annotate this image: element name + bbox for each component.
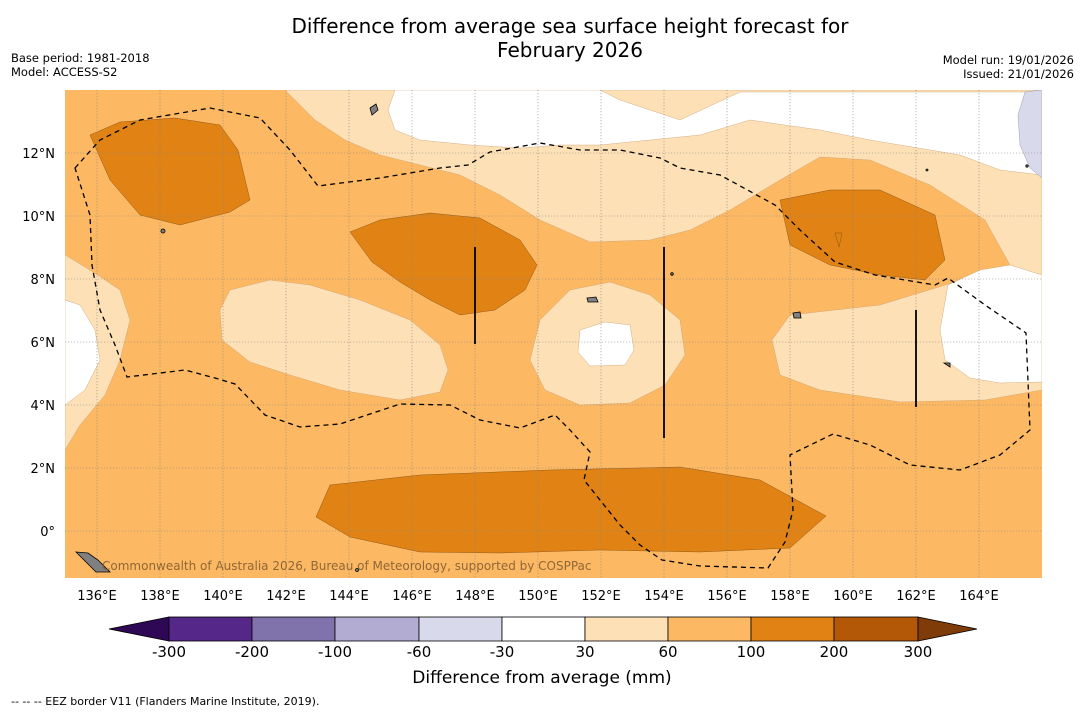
colorbar-title: Difference from average (mm) <box>412 668 672 688</box>
north-neutral <box>387 90 1042 176</box>
lat-labels: 12°N 10°N 8°N 6°N 4°N 2°N 0° <box>22 147 55 540</box>
colorbar-label: 100 <box>736 643 766 661</box>
model-run: Model run: 19/01/2026 <box>942 53 1074 67</box>
equatorial-dark-band <box>315 466 827 554</box>
colorbar-label: 60 <box>658 643 678 661</box>
small-dark-spot <box>834 232 843 248</box>
northwest-dark-patch <box>89 117 251 226</box>
lon-label: 138°E <box>140 589 180 604</box>
field-minus-30-60 <box>1017 90 1042 179</box>
colorbar-bin-m200 <box>251 616 336 642</box>
island-pohnpei <box>792 311 802 319</box>
eez-border <box>74 107 1031 569</box>
lon-label: 140°E <box>203 589 243 604</box>
island-new-guinea <box>74 551 111 573</box>
lat-label: 6°N <box>31 336 56 351</box>
islands <box>74 103 1029 573</box>
colorbar-label: 300 <box>903 643 933 661</box>
model-name: Model: ACCESS-S2 <box>11 65 118 79</box>
island-small-4 <box>355 568 359 572</box>
colorbar-bin-p30 <box>584 616 669 642</box>
graticule <box>65 90 1042 578</box>
lon-label: 164°E <box>959 589 999 604</box>
lon-label: 146°E <box>392 589 432 604</box>
colorbar-label: -300 <box>151 643 187 661</box>
field-neutral <box>65 90 1042 406</box>
lon-label: 136°E <box>77 589 117 604</box>
colorbar-bin-m300 <box>168 616 253 642</box>
island-small-2 <box>1025 164 1029 168</box>
eez-footnote: -- -- -- EEZ border V11 (Flanders Marine… <box>11 695 320 708</box>
field-100-200 <box>89 117 946 554</box>
lon-label: 144°E <box>329 589 369 604</box>
lat-label: 4°N <box>31 399 56 414</box>
lat-label: 12°N <box>22 147 55 162</box>
colorbar-label: -60 <box>406 643 432 661</box>
lat-label: 0° <box>40 525 55 540</box>
west-neutral <box>65 299 101 406</box>
colorbar-label: -200 <box>234 643 270 661</box>
lat-label: 8°N <box>31 273 56 288</box>
central-neutral <box>577 321 635 367</box>
island-chuuk <box>586 296 599 303</box>
issued-date: Issued: 21/01/2026 <box>963 67 1074 81</box>
island-kosrae <box>942 362 951 368</box>
island-small-3 <box>925 168 929 172</box>
lat-label: 10°N <box>22 210 55 225</box>
western-light-patch <box>219 279 449 401</box>
map-title: Difference from average sea surface heig… <box>0 14 1085 62</box>
colorbar-bin-m100 <box>334 616 420 642</box>
meta-right: Model run: 19/01/2026 Issued: 21/01/2026 <box>943 53 1074 81</box>
base-period: Base period: 1981-2018 <box>11 51 150 65</box>
colorbar-over-arrow <box>917 616 978 642</box>
east-dark-patch <box>779 189 946 281</box>
lon-label: 150°E <box>518 589 558 604</box>
lon-label: 152°E <box>581 589 621 604</box>
lon-label: 148°E <box>455 589 495 604</box>
colorbar-bin-p100 <box>750 616 835 642</box>
colorbar-bin-p60 <box>667 616 752 642</box>
title-line-2: February 2026 <box>497 38 643 62</box>
colorbar-label: -30 <box>489 643 515 661</box>
lon-label: 154°E <box>644 589 684 604</box>
colorbar-label: 30 <box>575 643 595 661</box>
island-yap <box>160 228 166 234</box>
lon-label: 162°E <box>896 589 936 604</box>
lon-label: 156°E <box>707 589 747 604</box>
island-small-1 <box>670 272 674 276</box>
title-line-1: Difference from average sea surface heig… <box>291 14 849 38</box>
lat-label: 2°N <box>31 462 56 477</box>
colorbar-under-arrow <box>108 616 170 642</box>
lon-labels: 136°E 138°E 140°E 142°E 144°E 146°E 148°… <box>77 589 999 604</box>
lon-label: 158°E <box>770 589 810 604</box>
colorbar <box>108 616 978 642</box>
central-dark-patch <box>349 212 538 316</box>
east-neutral <box>939 264 1042 384</box>
colorbar-label: -100 <box>317 643 353 661</box>
colorbar-bin-m60 <box>418 616 503 642</box>
island-guam <box>369 103 379 116</box>
colorbar-label: 200 <box>819 643 849 661</box>
meta-left: Base period: 1981-2018 Model: ACCESS-S2 <box>11 51 150 79</box>
colorbar-bin-p200 <box>833 616 919 642</box>
lon-label: 142°E <box>266 589 306 604</box>
watermark: Commonwealth of Australia 2026, Bureau o… <box>102 559 592 573</box>
validation-lines <box>474 247 917 438</box>
colorbar-bin-neutral <box>501 616 586 642</box>
map-area: Commonwealth of Australia 2026, Bureau o… <box>65 90 1042 578</box>
lon-label: 160°E <box>833 589 873 604</box>
